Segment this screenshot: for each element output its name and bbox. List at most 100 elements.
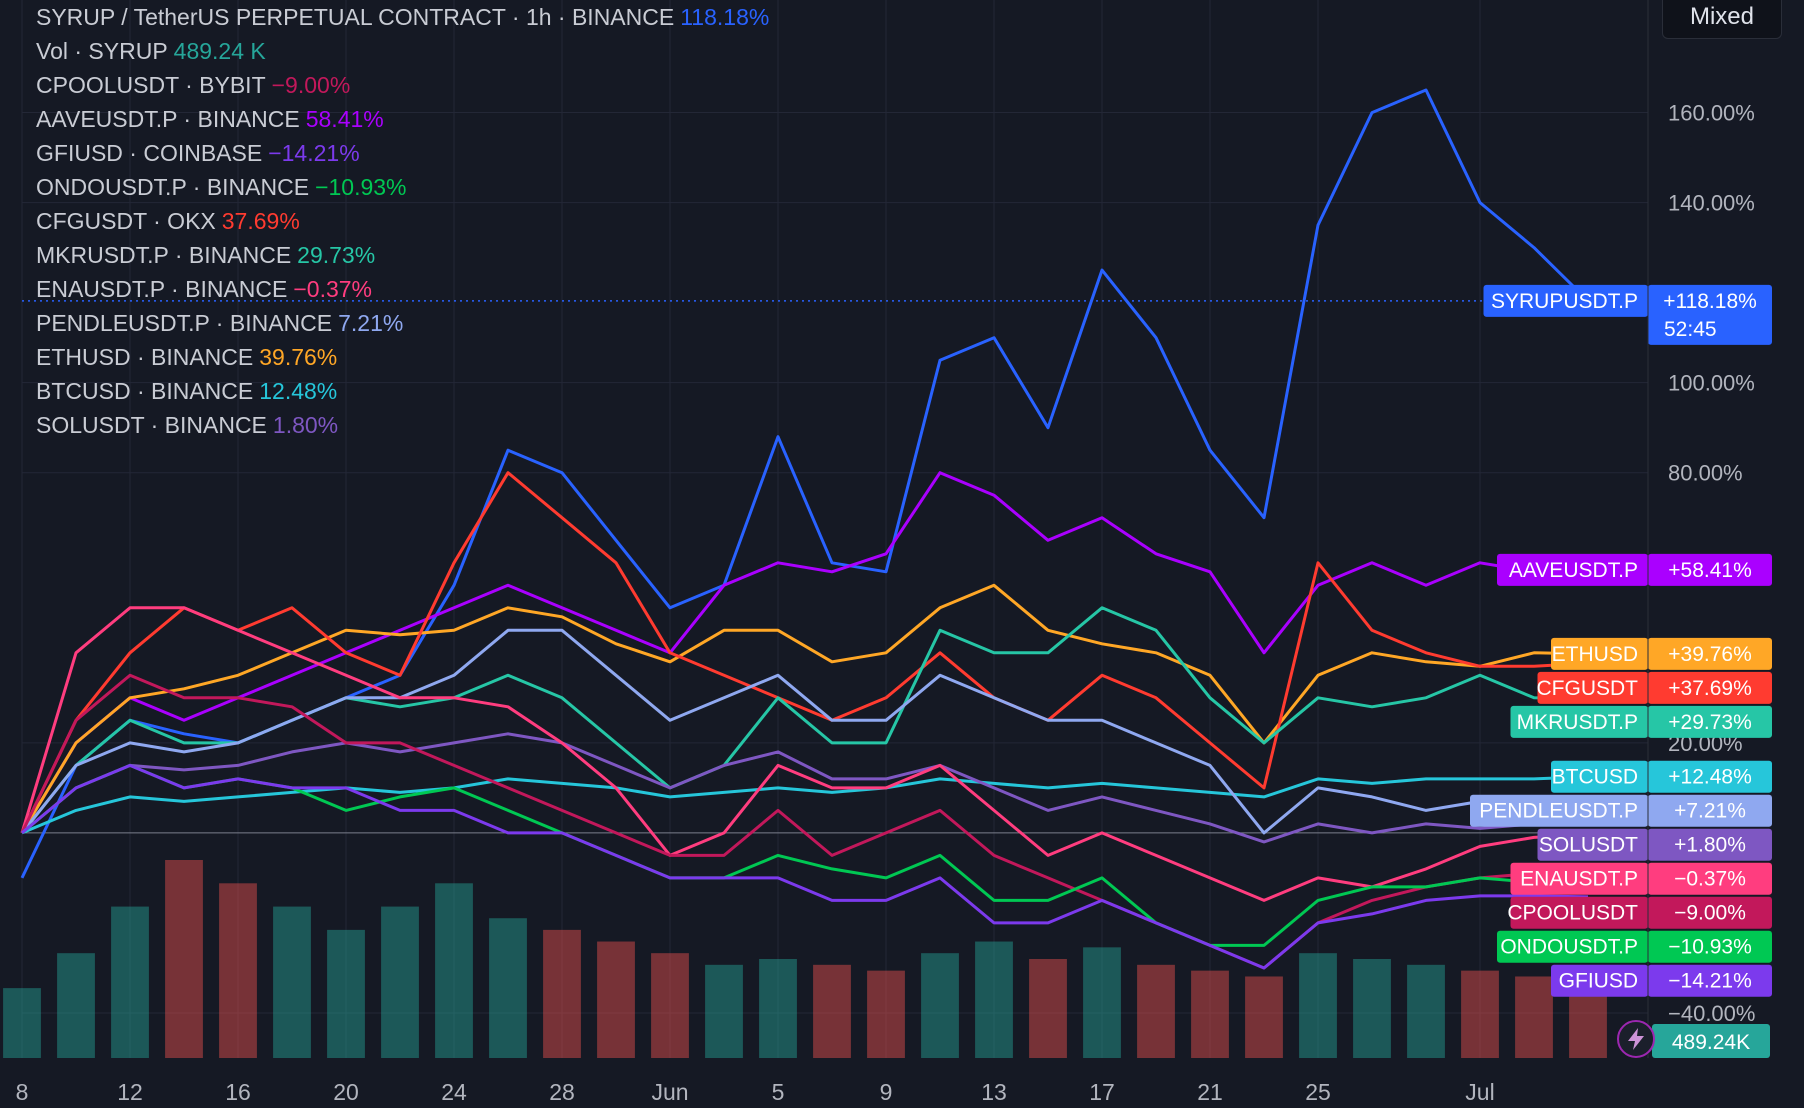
legend-row-ondo[interactable]: ONDOUSDT.P · BINANCE −10.93% xyxy=(36,170,796,204)
legend-row-btc[interactable]: BTCUSD · BINANCE 12.48% xyxy=(36,374,796,408)
legend-row-mkr[interactable]: MKRUSDT.P · BINANCE 29.73% xyxy=(36,238,796,272)
series-line-ethusd xyxy=(20,583,1589,834)
volume-bar xyxy=(273,906,311,1058)
x-tick-label: 17 xyxy=(1089,1079,1115,1105)
volume-bar xyxy=(1245,976,1283,1058)
series-name-label: CPOOLUSDT xyxy=(1507,902,1638,925)
legend-change: 1.80% xyxy=(272,412,339,438)
legend-change: −9.00% xyxy=(271,72,351,98)
volume-bar xyxy=(219,883,257,1058)
x-tick-label: Jun xyxy=(651,1079,688,1105)
legend-row-cfg[interactable]: CFGUSDT · OKX 37.69% xyxy=(36,204,796,238)
series-line-btcusd xyxy=(21,775,1589,835)
legend-row-ena[interactable]: ENAUSDT.P · BINANCE −0.37% xyxy=(36,272,796,306)
volume-bar xyxy=(759,959,797,1058)
legend-row-pendle[interactable]: PENDLEUSDT.P · BINANCE 7.21% xyxy=(36,306,796,340)
series-name-label: SYRUPUSDT.P xyxy=(1491,290,1638,313)
legend-name: CPOOLUSDT · BYBIT xyxy=(36,72,266,98)
series-line-aaveusdt-p xyxy=(20,471,1589,834)
series-value-badge xyxy=(1648,671,1772,704)
x-tick-label: 28 xyxy=(549,1079,575,1105)
legend-name: AAVEUSDT.P · BINANCE xyxy=(36,106,300,132)
legend-change: −14.21% xyxy=(268,140,360,166)
series-value-badge xyxy=(1648,896,1772,929)
volume-bar xyxy=(1353,959,1391,1058)
series-name-label: ETHUSD xyxy=(1552,643,1638,666)
series-value-badge xyxy=(1648,794,1772,827)
series-name-badge xyxy=(1470,794,1648,827)
legend-name: GFIUSD · COINBASE xyxy=(36,140,263,166)
series-line-cpoolusdt xyxy=(20,673,1588,970)
bolt-icon xyxy=(1628,1028,1644,1050)
x-tick-label: 20 xyxy=(333,1079,359,1105)
scale-mode-button[interactable]: Mixed xyxy=(1662,0,1782,39)
series-name-badge xyxy=(1497,930,1648,963)
series-name-badge xyxy=(1483,284,1648,317)
legend-row-gfi[interactable]: GFIUSD · COINBASE −14.21% xyxy=(36,136,796,170)
legend-change: −10.93% xyxy=(315,174,407,200)
volume-bar xyxy=(1461,970,1499,1058)
legend-name: ENAUSDT.P · BINANCE xyxy=(36,276,288,302)
x-tick-label: Jul xyxy=(1465,1079,1494,1105)
volume-bar xyxy=(327,929,365,1058)
volume-bar xyxy=(867,970,905,1058)
series-line-cfgusdt xyxy=(20,471,1589,834)
series-name-badge xyxy=(1537,828,1648,861)
series-value-badge xyxy=(1648,964,1772,997)
legend-change: 58.41% xyxy=(305,106,384,132)
legend-name: SOLUSDT · BINANCE xyxy=(36,412,267,438)
series-value-label: +12.48% xyxy=(1668,766,1752,789)
series-name-label: ONDOUSDT.P xyxy=(1500,936,1638,959)
legend-name: SYRUP / TetherUS PERPETUAL CONTRACT · 1h… xyxy=(36,4,675,30)
volume-value-label: 489.24K xyxy=(1672,1031,1750,1054)
series-value-badge xyxy=(1648,828,1772,861)
alert-bolt-button[interactable] xyxy=(1617,1020,1655,1058)
series-name-badge xyxy=(1510,705,1648,738)
volume-bar xyxy=(111,906,149,1058)
legend-row-eth[interactable]: ETHUSD · BINANCE 39.76% xyxy=(36,340,796,374)
volume-value-badge xyxy=(1652,1024,1770,1058)
volume-bar xyxy=(705,964,743,1058)
legend-row-volume[interactable]: Vol · SYRUP 489.24 K xyxy=(36,34,796,68)
volume-bar xyxy=(435,883,473,1058)
volume-bar xyxy=(57,953,95,1058)
x-tick-label: 21 xyxy=(1197,1079,1223,1105)
y-tick-label: 160.00% xyxy=(1668,101,1755,126)
y-tick-label: 80.00% xyxy=(1668,461,1743,486)
series-value-label: +29.73% xyxy=(1668,711,1752,734)
x-tick-label: 12 xyxy=(117,1079,143,1105)
legend-row-aave[interactable]: AAVEUSDT.P · BINANCE 58.41% xyxy=(36,102,796,136)
x-tick-label: 8 xyxy=(16,1079,29,1105)
volume-bar xyxy=(489,918,527,1058)
x-tick-label: 5 xyxy=(772,1079,785,1105)
series-name-label: GFIUSD xyxy=(1559,970,1638,993)
legend-change: 37.69% xyxy=(221,208,300,234)
countdown-label: 52:45 xyxy=(1664,318,1717,341)
series-line-enausdt-p xyxy=(20,606,1589,902)
legend-row-sol[interactable]: SOLUSDT · BINANCE 1.80% xyxy=(36,408,796,442)
volume-bar xyxy=(597,941,635,1058)
series-line-pendleusdt-p xyxy=(20,628,1589,835)
series-value-label: −0.37% xyxy=(1674,868,1746,891)
series-value-label: +37.69% xyxy=(1668,677,1752,700)
x-tick-label: 13 xyxy=(981,1079,1007,1105)
series-line-solusdt xyxy=(21,732,1589,844)
volume-bar xyxy=(975,941,1013,1058)
legend-name: CFGUSDT · OKX xyxy=(36,208,216,234)
series-value-label: +58.41% xyxy=(1668,559,1752,582)
series-name-label: CFGUSDT xyxy=(1537,677,1639,700)
legend-name: ONDOUSDT.P · BINANCE xyxy=(36,174,310,200)
legend-name: ETHUSD · BINANCE xyxy=(36,344,254,370)
series-value-badge xyxy=(1648,930,1772,963)
series-value-badge xyxy=(1648,760,1772,793)
legend-row-main[interactable]: SYRUP / TetherUS PERPETUAL CONTRACT · 1h… xyxy=(36,0,796,34)
x-tick-label: 16 xyxy=(225,1079,251,1105)
legend-row-cpool[interactable]: CPOOLUSDT · BYBIT −9.00% xyxy=(36,68,796,102)
series-value-badge xyxy=(1648,705,1772,738)
series-value-badge xyxy=(1648,862,1772,895)
series-name-badge xyxy=(1510,862,1648,895)
series-line-gfiusd xyxy=(21,763,1589,970)
volume-bar xyxy=(1191,970,1229,1058)
